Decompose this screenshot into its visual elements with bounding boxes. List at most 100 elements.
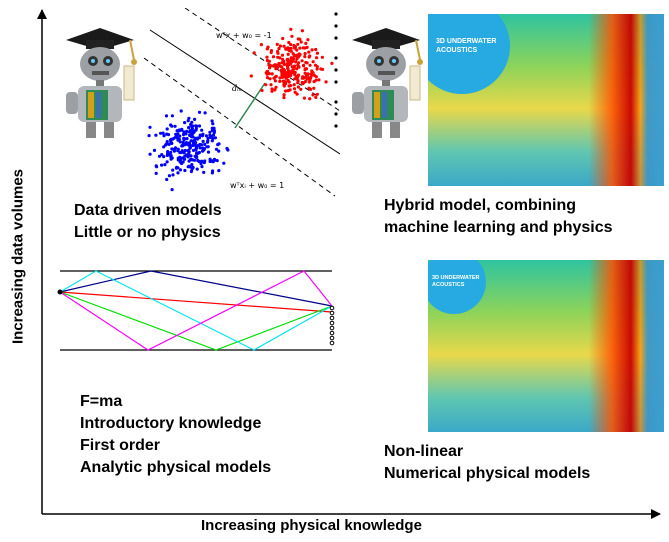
svm-point-blue	[215, 159, 219, 163]
dotted-separator	[334, 12, 338, 128]
svm-point-red	[269, 50, 273, 55]
svm-point-red	[265, 76, 270, 80]
svm-point-blue	[170, 124, 174, 128]
svm-point-red	[265, 55, 269, 59]
svm-point-red	[275, 65, 280, 69]
svm-point-red	[310, 69, 314, 73]
svm-point-blue	[165, 160, 169, 164]
svm-point-red	[264, 83, 268, 87]
svm-point-red	[303, 80, 307, 84]
svm-point-red	[296, 85, 300, 89]
svm-point-red	[308, 63, 312, 67]
svm-point-blue	[147, 134, 151, 138]
svm-point-red	[303, 67, 307, 71]
svm-point-blue	[199, 143, 204, 147]
svm-point-blue	[160, 163, 164, 167]
svm-point-blue	[201, 132, 205, 136]
svm-point-blue	[187, 141, 191, 145]
svm-point-blue	[208, 130, 212, 134]
svm-point-blue	[217, 169, 221, 173]
svm-point-red	[310, 48, 314, 52]
svm-point-red	[293, 64, 297, 68]
svm-point-blue	[190, 126, 194, 131]
svm-point-blue	[192, 130, 196, 134]
badge-bottom-line2: ACOUSTICS	[432, 282, 465, 288]
svm-point-red	[278, 76, 282, 80]
svm-point-blue	[169, 150, 173, 155]
svm-point-red	[315, 51, 319, 55]
svm-point-blue	[222, 161, 226, 165]
svm-point-blue	[187, 130, 192, 134]
svm-point-blue	[178, 160, 182, 164]
svm-point-blue	[171, 173, 175, 177]
svm-point-red	[296, 42, 300, 46]
svm-point-blue	[154, 164, 158, 168]
svm-point-blue	[169, 140, 173, 144]
svm-point-blue	[211, 160, 215, 164]
svm-point-red	[309, 75, 313, 79]
ray-blue	[59, 270, 333, 307]
svm-point-blue	[170, 147, 174, 151]
svm-point-blue	[210, 119, 214, 123]
svm-point-blue	[163, 163, 167, 167]
svm-point-red	[314, 95, 318, 99]
caption-data-driven-line1: Data driven models	[74, 202, 222, 219]
svm-point-red	[274, 85, 278, 89]
caption-analytic-line2: Introductory knowledge	[80, 415, 262, 432]
svm-point-red	[317, 78, 321, 82]
svm-point-blue	[164, 114, 169, 118]
svm-point-blue	[183, 148, 187, 153]
svm-point-blue	[170, 114, 174, 118]
svm-point-blue	[180, 127, 184, 131]
svm-point-red	[286, 57, 290, 62]
svm-point-red	[289, 56, 293, 60]
svm-point-blue	[183, 168, 187, 173]
svm-point-red	[302, 96, 306, 100]
svm-point-blue	[157, 154, 162, 158]
svm-point-blue	[195, 154, 199, 159]
svm-point-blue	[178, 134, 182, 138]
svm-point-red	[313, 63, 318, 67]
svm-point-blue	[167, 174, 171, 178]
svm-point-red	[312, 86, 316, 90]
svm-point-red	[295, 67, 299, 71]
svm-point-red	[281, 79, 285, 83]
svm-point-blue	[166, 150, 170, 154]
svm-point-red	[282, 44, 286, 48]
caption-analytic-line1: F=ma	[80, 393, 123, 410]
svm-point-red	[282, 60, 286, 64]
badge-top-line1: 3D UNDERWATER	[436, 38, 497, 45]
caption-numerical-line1: Non-linear	[384, 443, 464, 460]
svm-margin-lower	[143, 57, 336, 197]
acoustic-map-top: 3D UNDERWATER ACOUSTICS	[428, 14, 664, 186]
svm-point-blue	[185, 137, 189, 141]
svm-point-red	[277, 46, 281, 51]
svm-point-blue	[206, 150, 211, 154]
svm-point-red	[295, 57, 299, 61]
svm-point-blue	[188, 145, 192, 149]
svm-point-blue	[165, 142, 169, 146]
svm-point-red	[291, 59, 295, 63]
svm-point-blue	[182, 151, 186, 155]
svm-point-red	[279, 65, 284, 69]
svm-point-red	[291, 70, 295, 74]
svm-point-red	[330, 61, 334, 65]
svm-point-red	[292, 87, 297, 91]
svm-point-blue	[173, 124, 177, 128]
svm-point-red	[301, 76, 305, 80]
svm-point-red	[282, 96, 286, 100]
ray-tracing-figure	[57, 270, 335, 351]
svm-point-red	[249, 74, 253, 78]
svm-point-red	[281, 70, 285, 74]
svm-point-blue	[183, 121, 187, 125]
svm-point-red	[292, 43, 296, 48]
svm-point-red	[279, 68, 283, 73]
svm-point-red	[287, 84, 291, 88]
svm-point-red	[307, 80, 311, 84]
svm-point-blue	[165, 140, 169, 144]
svm-point-red	[267, 63, 271, 67]
svm-point-blue	[172, 149, 176, 153]
x-axis-label: Increasing physical knowledge	[201, 517, 422, 534]
svm-point-red	[268, 77, 272, 81]
svm-point-blue	[175, 129, 179, 133]
